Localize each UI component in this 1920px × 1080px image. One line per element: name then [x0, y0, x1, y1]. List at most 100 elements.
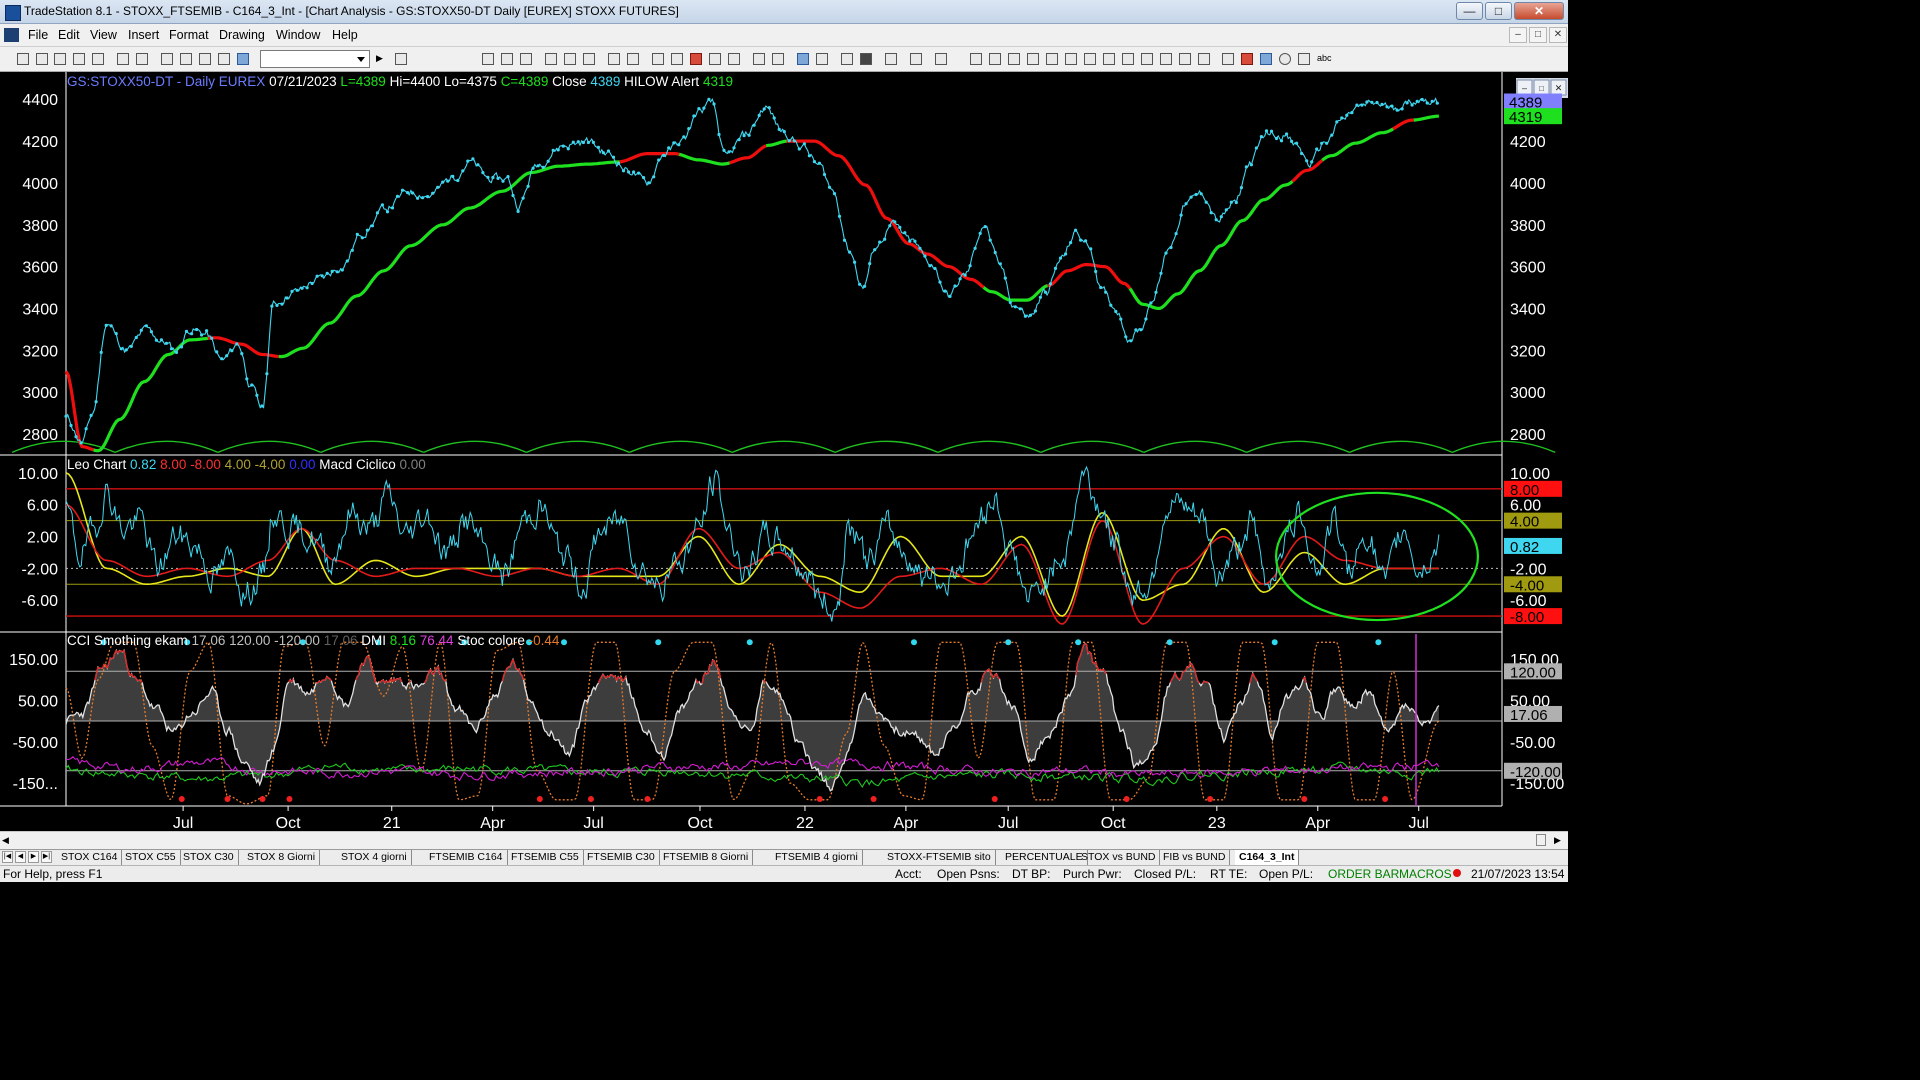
- alert-icon[interactable]: [671, 53, 683, 65]
- tab-percentuale[interactable]: PERCENTUALE: [1001, 850, 1088, 865]
- scroll-left-arrow-icon[interactable]: ◀: [2, 835, 9, 845]
- arc-icon[interactable]: [1179, 53, 1191, 65]
- macd-panel[interactable]: 10.00 6.00 2.00 -2.00 -6.00 10.00 6.00 -2.00 -6.…: [18, 465, 1562, 626]
- copy-icon[interactable]: [180, 53, 192, 65]
- tab-c164-3-int[interactable]: C164_3_Int: [1235, 850, 1300, 865]
- tradestation-app-icon[interactable]: [5, 5, 21, 21]
- scroll-right-icon[interactable]: [772, 53, 784, 65]
- ellipse-icon[interactable]: [1279, 53, 1291, 65]
- pointer-icon[interactable]: [841, 53, 853, 65]
- horizontal-scrollbar[interactable]: ◀ ▶: [0, 831, 1568, 849]
- order-entry-icon[interactable]: [690, 53, 702, 65]
- tab-ftsemib-c55[interactable]: FTSEMIB C55: [507, 850, 584, 865]
- andrews-pitchfork-icon[interactable]: [1103, 53, 1115, 65]
- open-icon[interactable]: [36, 53, 48, 65]
- pencil-icon[interactable]: [1198, 53, 1210, 65]
- mdi-close-button[interactable]: ✕: [1549, 27, 1567, 43]
- price-panel[interactable]: 4400 4200 4000 3800 3600 3400 3200 3000 2800 4200…: [11, 92, 1562, 453]
- lock-icon[interactable]: [218, 53, 230, 65]
- menu-insert[interactable]: Insert: [128, 28, 160, 42]
- crosshair-icon[interactable]: [860, 53, 872, 65]
- tab-ftsemib-c164[interactable]: FTSEMIB C164: [425, 850, 508, 865]
- chart-restore-icon[interactable]: □: [1533, 79, 1550, 96]
- status-order-bar[interactable]: ORDER BAR: [1328, 867, 1400, 881]
- mdi-restore-button[interactable]: □: [1529, 27, 1547, 43]
- insert-analysis-icon[interactable]: [910, 53, 922, 65]
- angle-line-icon[interactable]: [1122, 53, 1134, 65]
- tab-ftsemib-4-giorni[interactable]: FTSEMIB 4 giorni: [771, 850, 863, 865]
- tab-ftsemib-8-giorni[interactable]: FTSEMIB 8 Giorni: [659, 850, 754, 865]
- minimize-button[interactable]: —: [1456, 2, 1483, 20]
- gann-fan-icon[interactable]: [1065, 53, 1077, 65]
- time-sales-icon[interactable]: [564, 53, 576, 65]
- chart-min-icon[interactable]: –: [1516, 79, 1533, 96]
- menu-view[interactable]: View: [90, 28, 117, 42]
- new-icon[interactable]: [17, 53, 29, 65]
- close-button[interactable]: ✕: [1514, 2, 1564, 20]
- symbol-selector[interactable]: [260, 50, 370, 68]
- save-icon[interactable]: [73, 53, 85, 65]
- optionstation-icon[interactable]: [545, 53, 557, 65]
- save-workspace-icon[interactable]: [92, 53, 104, 65]
- insert-window-icon[interactable]: [935, 53, 947, 65]
- zoom-in-icon[interactable]: [797, 53, 809, 65]
- maximize-button[interactable]: □: [1485, 2, 1512, 20]
- tab-stoxx-ftsemib-sito[interactable]: STOXX-FTSEMIB sito: [883, 850, 996, 865]
- tab-prev-icon[interactable]: ◀: [15, 851, 26, 863]
- zoom-tool-icon[interactable]: [395, 53, 407, 65]
- tab-stox-4-giorni[interactable]: STOX 4 giorni: [337, 850, 412, 865]
- cut-icon[interactable]: [161, 53, 173, 65]
- scroll-thumb[interactable]: [1536, 834, 1546, 846]
- menu-window[interactable]: Window: [276, 28, 321, 42]
- menu-edit[interactable]: Edit: [58, 28, 80, 42]
- data-window-icon[interactable]: [652, 53, 664, 65]
- cci-panel[interactable]: 150.0050.00-50.00-150...150.0050.00-50.0…: [9, 634, 1564, 806]
- strategy-icon[interactable]: [627, 53, 639, 65]
- mdi-minimize-button[interactable]: –: [1509, 27, 1527, 43]
- menu-help[interactable]: Help: [332, 28, 358, 42]
- arrow-down-icon[interactable]: [1241, 53, 1253, 65]
- chart-window-icon[interactable]: [4, 28, 19, 42]
- radarscreen-icon[interactable]: [501, 53, 513, 65]
- arrow-right-icon[interactable]: ▶: [376, 53, 383, 63]
- indicator-icon[interactable]: [709, 53, 721, 65]
- tab-next-icon[interactable]: ▶: [28, 851, 39, 863]
- globe-icon[interactable]: [237, 53, 249, 65]
- horizontal-line-icon[interactable]: [1008, 53, 1020, 65]
- status-macros[interactable]: MACROS: [1399, 867, 1452, 881]
- trendline-icon[interactable]: [970, 53, 982, 65]
- horizontal-ray-icon[interactable]: [1141, 53, 1153, 65]
- news-icon[interactable]: [583, 53, 595, 65]
- print-preview-icon[interactable]: [117, 53, 129, 65]
- tab-stox-vs-bund[interactable]: STOX vs BUND: [1077, 850, 1161, 865]
- parallel-lines-icon[interactable]: [1160, 53, 1172, 65]
- speed-lines-icon[interactable]: [1046, 53, 1058, 65]
- text-tool-icon[interactable]: abc: [1317, 53, 1332, 63]
- curve-icon[interactable]: [1222, 53, 1234, 65]
- menu-file[interactable]: File: [28, 28, 49, 42]
- vertical-line-icon[interactable]: [989, 53, 1001, 65]
- open-workspace-icon[interactable]: [54, 53, 66, 65]
- chart-window-toolbar-icon[interactable]: [482, 53, 494, 65]
- matrix-icon[interactable]: [520, 53, 532, 65]
- showme-icon[interactable]: [728, 53, 740, 65]
- arrow-up-icon[interactable]: [1260, 53, 1272, 65]
- scroll-right-arrow-icon[interactable]: ▶: [1554, 835, 1561, 845]
- paste-icon[interactable]: [199, 53, 211, 65]
- tab-stox-c164[interactable]: STOX C164: [57, 850, 123, 865]
- format-icon[interactable]: [885, 53, 897, 65]
- print-icon[interactable]: [136, 53, 148, 65]
- tab-first-icon[interactable]: |◀: [2, 851, 13, 863]
- tab-stox-c30[interactable]: STOX C30: [179, 850, 239, 865]
- tab-ftsemib-c30[interactable]: FTSEMIB C30: [583, 850, 660, 865]
- menu-format[interactable]: Format: [169, 28, 209, 42]
- chart-close-icon[interactable]: ✕: [1550, 79, 1567, 96]
- tab-last-icon[interactable]: ▶|: [41, 851, 52, 863]
- tab-stox-c55[interactable]: STOX C55: [121, 850, 181, 865]
- regression-icon[interactable]: [1084, 53, 1096, 65]
- rectangle-icon[interactable]: [1298, 53, 1310, 65]
- fibonacci-icon[interactable]: [1027, 53, 1039, 65]
- scanner-icon[interactable]: [608, 53, 620, 65]
- zoom-out-icon[interactable]: [816, 53, 828, 65]
- scroll-left-icon[interactable]: [753, 53, 765, 65]
